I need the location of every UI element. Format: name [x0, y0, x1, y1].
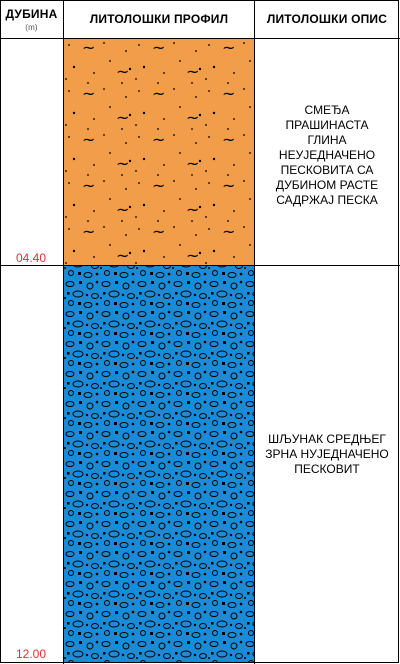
header-profile-label: ЛИТОЛОШКИ ПРОФИЛ	[89, 12, 229, 26]
depth-label-layer-1: 04.40	[15, 251, 47, 265]
header-description-label: ЛИТОЛОШКИ ОПИС	[266, 12, 388, 26]
description-line: НЕУЈЕДНАЧЕНО	[278, 148, 376, 162]
column-divider-2	[254, 0, 255, 664]
description-layer-1: СМЕЂА ПРАШИНАСТА ГЛИНА НЕУЈЕДНАЧЕНО ПЕСКОВИТ…	[256, 103, 398, 208]
column-divider-1	[63, 0, 64, 664]
description-line: САДРЖАЈ ПЕСКА	[276, 193, 378, 207]
layer-2-pattern	[64, 266, 254, 663]
description-line: ПЕСКОВИТА СА	[280, 163, 374, 177]
description-line: ПРАШИНАСТА	[285, 118, 369, 132]
description-line: ЗРНА НУЈЕДНАЧЕНО	[265, 447, 389, 461]
description-line: ДУБИНОМ РАСТЕ	[275, 178, 379, 192]
header-divider	[0, 38, 400, 39]
description-line: ГЛИНА	[307, 133, 347, 147]
lithology-profile: ~ ~	[64, 39, 254, 663]
header-depth-unit: (m)	[25, 22, 38, 32]
description-line: ПЕСКОВИТ	[294, 462, 360, 476]
header-depth-label: ДУБИНА	[5, 6, 58, 21]
header-depth: ДУБИНА (m)	[0, 0, 63, 38]
description-line: ШЉУНАК СРЕДЊЕГ	[268, 432, 386, 446]
header-description: ЛИТОЛОШКИ ОПИС	[255, 0, 399, 38]
layer-divider	[0, 265, 400, 266]
layer-1-pattern	[64, 39, 254, 265]
description-layer-2: ШЉУНАК СРЕДЊЕГ ЗРНА НУЈЕДНАЧЕНО ПЕСКОВИТ	[256, 432, 398, 477]
header-profile: ЛИТОЛОШКИ ПРОФИЛ	[64, 0, 254, 38]
depth-label-layer-2: 12.00	[15, 647, 47, 661]
description-line: СМЕЂА	[304, 103, 350, 117]
